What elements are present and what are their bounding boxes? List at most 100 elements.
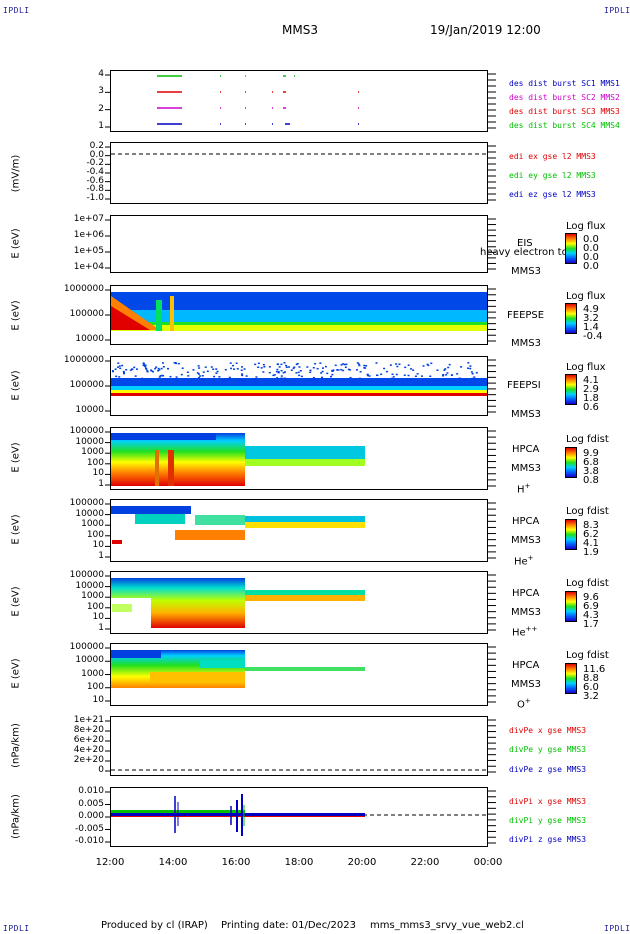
ytick-label: 2e+20 (73, 755, 104, 765)
ytick-label: 0.005 (78, 798, 104, 809)
feepsi-speck (236, 368, 239, 370)
feepsi-speck (393, 378, 396, 381)
feepsi-speck (340, 368, 343, 371)
feepsi-speck (312, 376, 315, 379)
feepsi-speck (216, 370, 219, 373)
feepsi-speck (470, 371, 473, 373)
ytick-label: 3 (98, 86, 104, 97)
cb-hpca-he1-2: 4.1 (583, 538, 599, 549)
feepsi-speck (210, 366, 213, 368)
cb-hpca-he1-3: 1.9 (583, 547, 599, 558)
feepsi-speck (358, 364, 361, 367)
feepsi-speck (469, 367, 472, 370)
feepsi-speck (283, 379, 286, 381)
feepsi-speck (162, 366, 165, 368)
feepsi-speck (396, 365, 399, 368)
species-o: O+ (517, 697, 531, 711)
feepsi-speck (169, 375, 172, 378)
feepsi-speck (114, 368, 117, 370)
feepsi-speck (427, 364, 430, 367)
feepsi-speck (162, 362, 165, 364)
feepsi-speck (345, 363, 348, 366)
corner-logo-tl: IPDLI (3, 6, 30, 15)
ylabel-hpca-o: E (eV) (10, 658, 22, 689)
ytick-label: 4 (98, 69, 104, 79)
feepsi-speck (300, 375, 303, 378)
legend-divpi-x: divPi x gse MMS3 (509, 797, 587, 806)
feepsi-speck (406, 378, 409, 380)
cb-hpca-o-0: 11.6 (583, 664, 606, 675)
ytick-label: 0.2 (89, 141, 104, 151)
feepsi-speck (407, 374, 410, 377)
feepsi-speck (186, 371, 189, 373)
ytick-label: 10 (92, 468, 104, 479)
feepsi-speck (474, 378, 477, 380)
feepsi-speck (150, 370, 153, 372)
feepsi-speck (383, 367, 386, 370)
feepsi-speck (460, 366, 463, 368)
xtick-6: 00:00 (473, 857, 503, 868)
feepsi-speck (292, 367, 295, 370)
ytick-label: 10 (92, 612, 104, 623)
xtick-4: 20:00 (347, 857, 377, 868)
ytick-label: 1 (98, 551, 104, 561)
cb-eis-0: 0.0 (583, 234, 599, 245)
feepsi-speck (446, 372, 449, 374)
legend-divpi-y: divPi y gse MMS3 (509, 816, 587, 825)
feepsi-speck (313, 378, 316, 380)
feepsi-speck (332, 369, 335, 371)
feepsi-speck (412, 369, 415, 371)
feepsi-speck (416, 373, 419, 375)
xtick-2: 16:00 (221, 857, 251, 868)
ylabel-hpca-he2: E (eV) (10, 586, 22, 617)
inst-hpca-he1-sc: MMS3 (511, 535, 541, 546)
footer-printing: Printing date: 01/Dec/2023 (221, 920, 357, 931)
feepsi-speck (282, 377, 285, 380)
ylabel-hpca-he1: E (eV) (10, 514, 22, 545)
feepsi-speck (293, 366, 296, 369)
feepsi-speck (376, 374, 379, 376)
feepsi-speck (115, 375, 118, 378)
feepsi-speck (342, 363, 345, 365)
feepsi-speck (471, 377, 474, 380)
feepsi-speck (144, 365, 147, 368)
feepsi-speck (469, 365, 472, 367)
feepsi-speck (196, 372, 199, 374)
ytick-label: -0.010 (74, 836, 104, 846)
panel-burst (110, 70, 488, 132)
feepsi-speck (297, 371, 300, 374)
feepsi-speck (263, 366, 266, 368)
feepsi-speck (359, 370, 362, 373)
cb-eis-1: 0.0 (583, 243, 599, 254)
feepsi-speck (280, 363, 283, 366)
cb-hpca-he1-1: 6.2 (583, 529, 599, 540)
feepsi-speck (443, 369, 446, 371)
feepsi-speck (321, 367, 324, 369)
ytick-label: 0.0 (89, 149, 104, 160)
legend-divpi-z: divPi z gse MMS3 (509, 835, 587, 844)
cb-title-hpca-he1: Log fdist (566, 506, 609, 517)
cb-hpca-o-3: 3.2 (583, 691, 599, 702)
feepsi-speck (144, 364, 147, 367)
feepsi-speck (152, 370, 155, 373)
legend-burst-2: des dist burst SC2 MMS2 (509, 93, 620, 102)
feepsi-speck (426, 379, 429, 382)
ytick-label: 1000 (81, 447, 104, 458)
cb-feepse-3: -0.4 (583, 331, 603, 342)
feepsi-speck (277, 363, 280, 366)
cb-feepse-2: 1.4 (583, 322, 599, 333)
feepsi-speck (326, 372, 329, 375)
feepsi-speck (433, 379, 436, 381)
feepsi-speck (113, 379, 116, 382)
feepsi-speck (122, 372, 125, 374)
ylabel-divpe: (nPa/km) (10, 723, 22, 768)
feepsi-speck (355, 369, 358, 371)
feepsi-speck (448, 363, 451, 366)
feepsi-speck (410, 368, 413, 370)
feepsi-speck (118, 365, 121, 367)
feepsi-speck (309, 378, 312, 381)
feepsi-speck (145, 379, 148, 382)
date-title: 19/Jan/2019 12:00 (430, 23, 541, 37)
feepsi-speck (160, 367, 163, 370)
